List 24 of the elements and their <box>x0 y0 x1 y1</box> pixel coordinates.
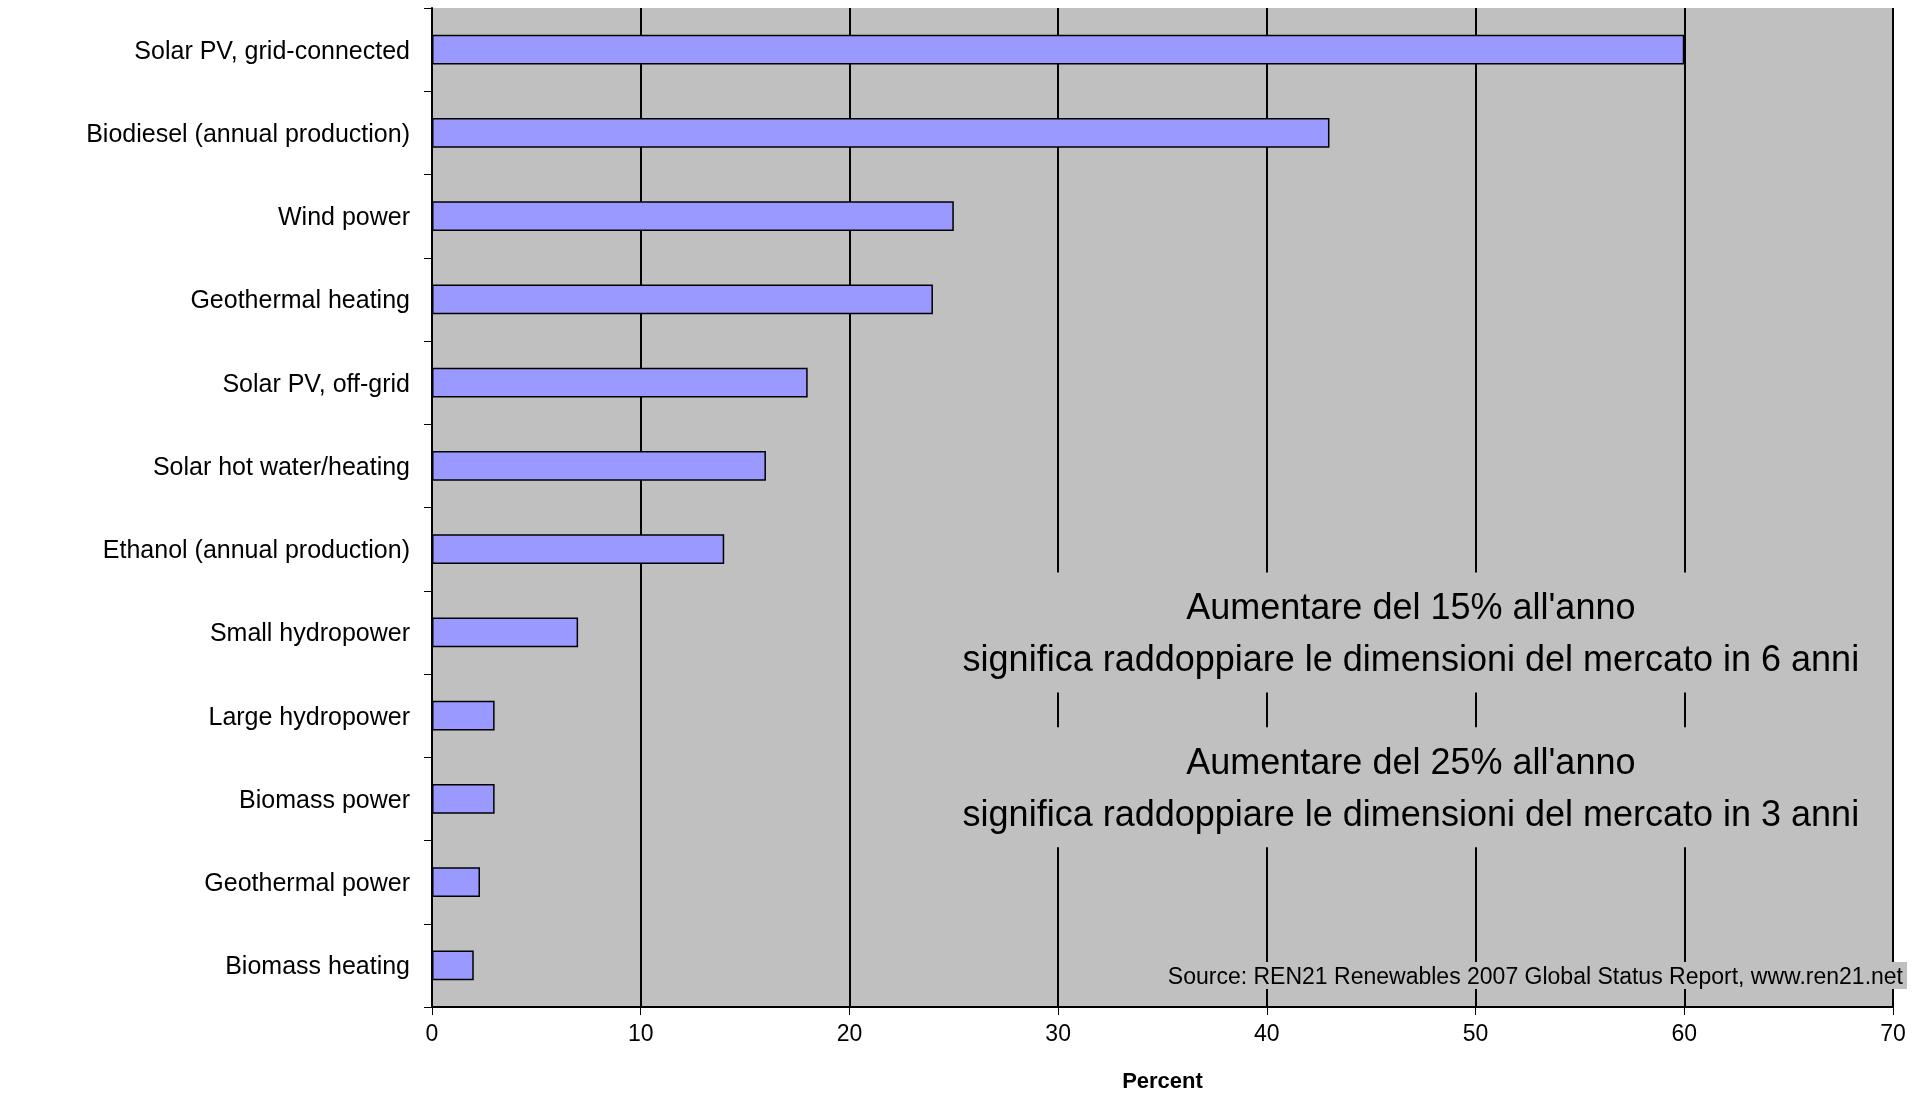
x-tick-label: 10 <box>627 1019 654 1046</box>
y-tick-label: Biomass heating <box>225 951 410 980</box>
y-tick-label: Large hydropower <box>208 701 410 730</box>
y-tick-label: Small hydropower <box>209 618 410 647</box>
annotation: Aumentare del 25% all'anno significa raddoppiare le dimensioni del mercato in 3 anni <box>962 740 1860 834</box>
annotation: Aumentare del 15% all'anno significa raddoppiare le dimensioni del mercato in 6 anni <box>962 585 1860 679</box>
x-tick-label: 70 <box>1880 1019 1906 1046</box>
y-tick-label: Solar PV, off-grid <box>222 368 410 397</box>
x-tick-label: 60 <box>1671 1019 1698 1046</box>
y-tick-label: Ethanol (annual production) <box>102 535 410 564</box>
y-tick-label: Solar PV, grid-connected <box>134 35 410 64</box>
y-tick-label: Biomass power <box>239 784 410 813</box>
x-tick-label: 30 <box>1045 1019 1071 1046</box>
y-tick-label: Biodiesel (annual production) <box>86 118 410 147</box>
x-tick-label: 40 <box>1254 1019 1280 1046</box>
x-tick-label: 50 <box>1462 1019 1489 1046</box>
y-tick-label: Solar hot water/heating <box>152 451 410 480</box>
x-axis-title: Percent <box>1122 1067 1204 1093</box>
y-tick-label: Wind power <box>278 202 410 231</box>
y-tick-label: Geothermal power <box>204 868 410 897</box>
annotation: Source: REN21 Renewables 2007 Global Status Report, www.ren21.net <box>1167 962 1904 989</box>
y-tick-label: Geothermal heating <box>190 285 410 314</box>
x-tick-label: 0 <box>425 1019 439 1046</box>
x-tick-label: 20 <box>836 1019 863 1046</box>
